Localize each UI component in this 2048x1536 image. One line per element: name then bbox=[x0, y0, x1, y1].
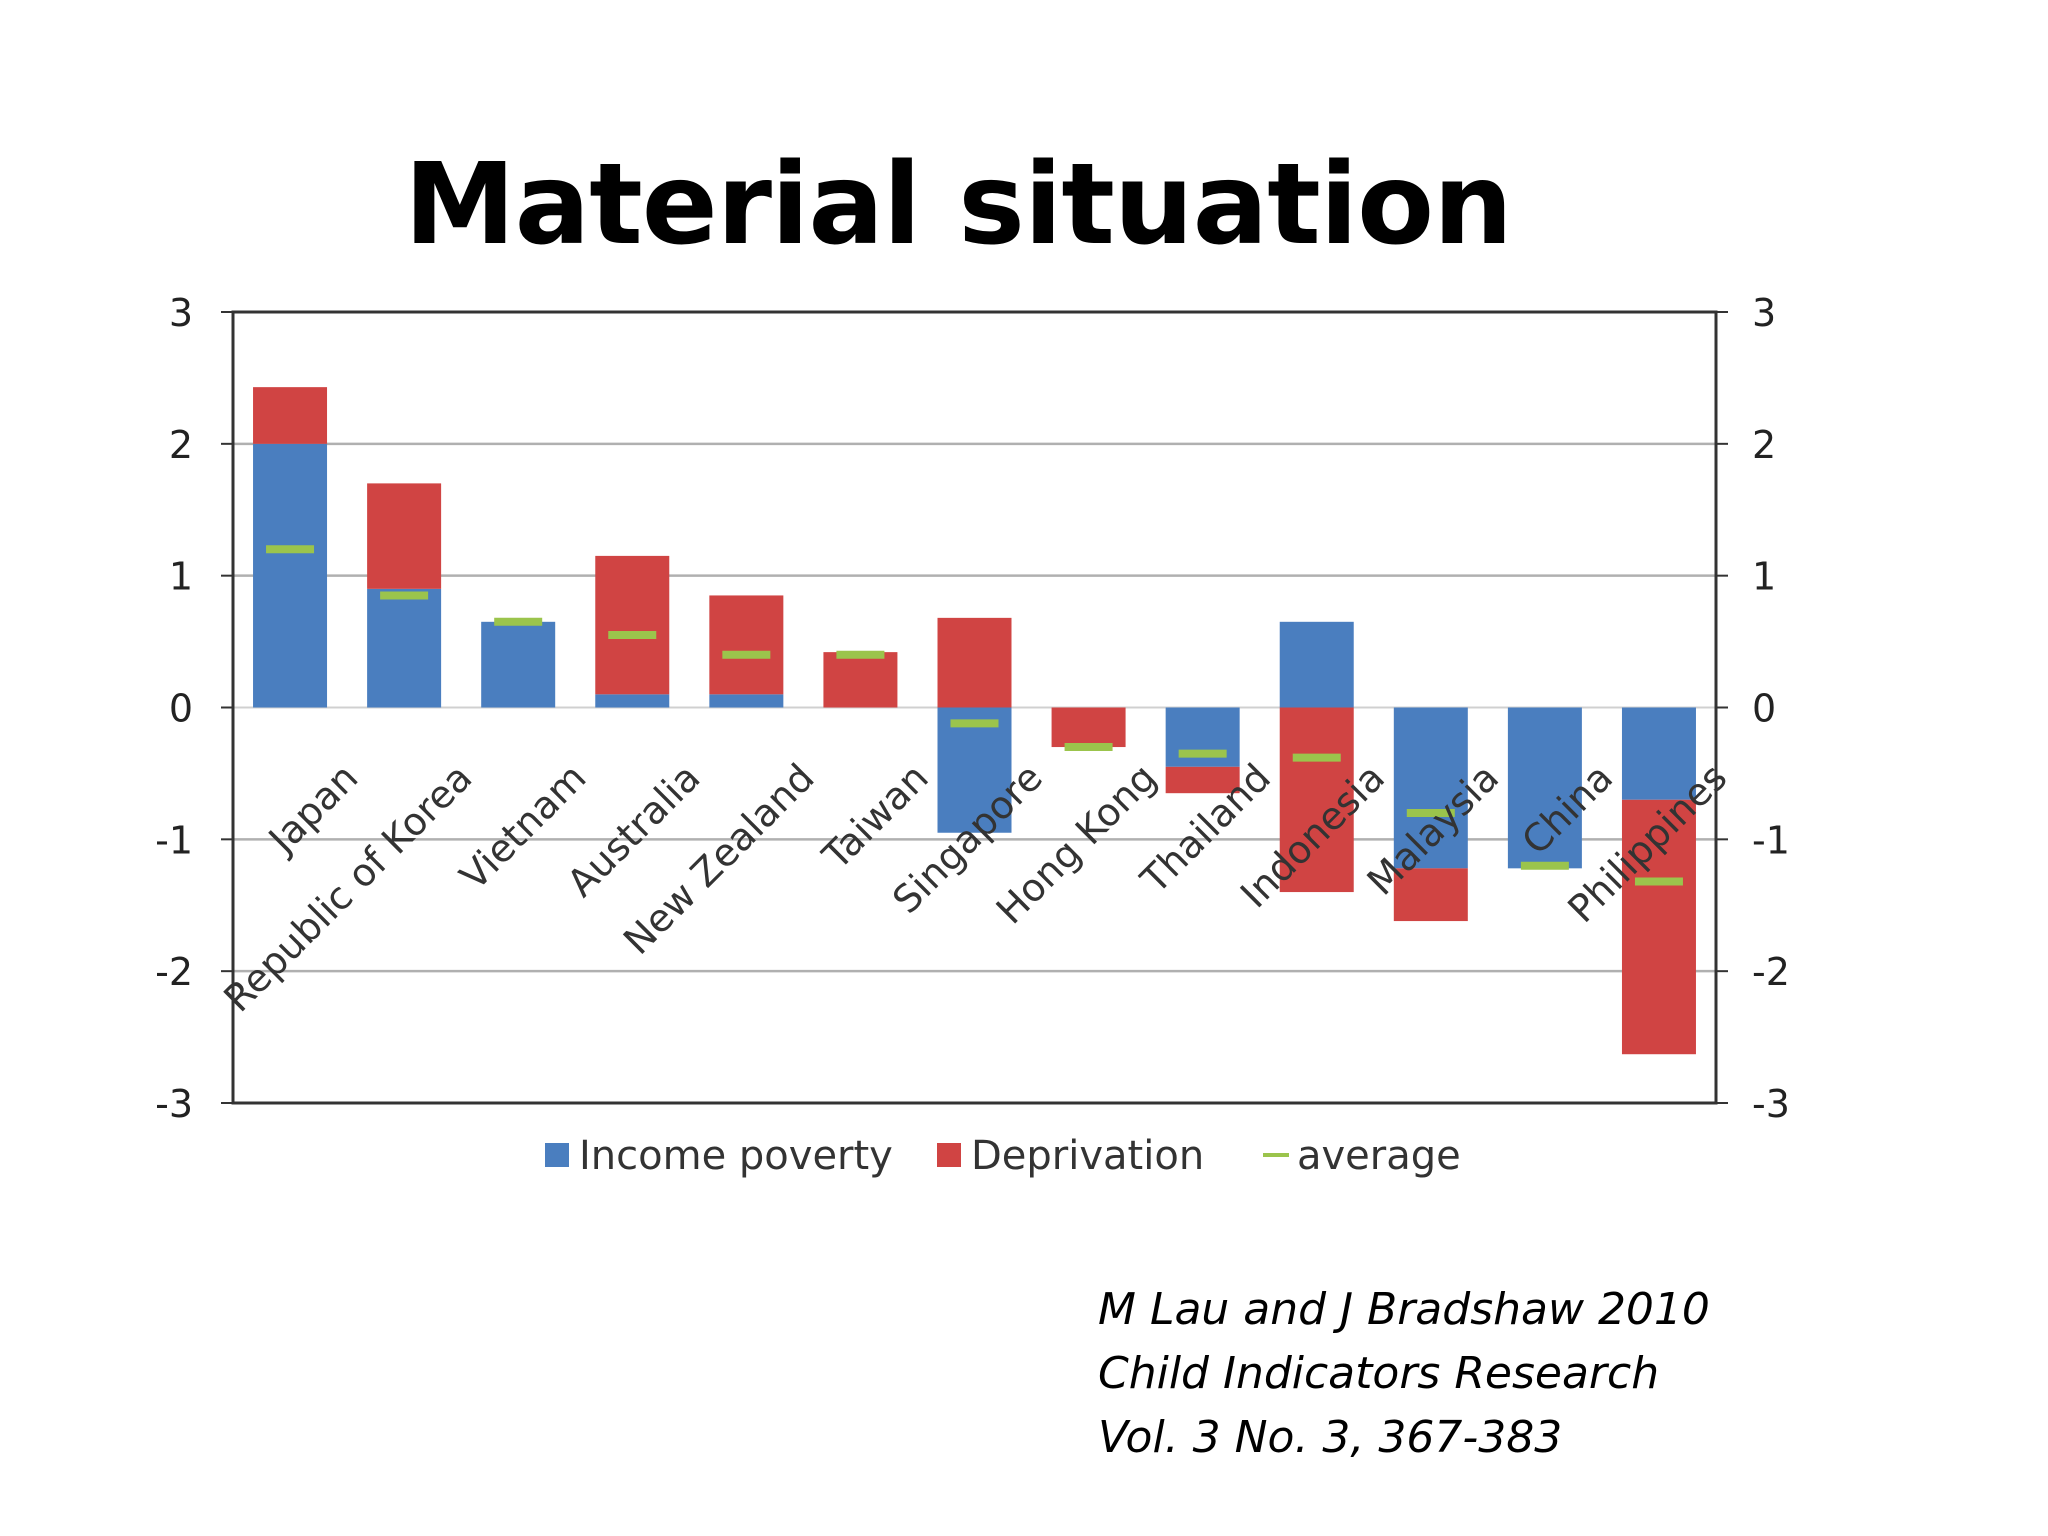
y-tick-label-left: 1 bbox=[169, 555, 193, 599]
bar-income-poverty bbox=[1279, 621, 1354, 708]
bar-income-poverty bbox=[937, 707, 1012, 833]
y-tick-label-right: 0 bbox=[1752, 687, 1776, 731]
y-tick-label-right: -1 bbox=[1752, 818, 1790, 862]
bar-deprivation bbox=[595, 555, 670, 695]
bar-income-poverty bbox=[1165, 707, 1240, 767]
bar-income-poverty bbox=[1621, 707, 1696, 800]
bar-deprivation bbox=[1279, 707, 1354, 893]
legend-swatch bbox=[937, 1143, 961, 1167]
bar-income-poverty bbox=[481, 621, 556, 708]
bar-deprivation bbox=[823, 652, 898, 708]
bar-income-poverty bbox=[367, 588, 442, 708]
y-tick-label-right: -3 bbox=[1752, 1082, 1790, 1126]
y-tick-label-right: 1 bbox=[1752, 555, 1776, 599]
bar-deprivation bbox=[253, 387, 328, 444]
bar-deprivation bbox=[937, 617, 1012, 708]
y-tick-label-left: -2 bbox=[155, 950, 193, 994]
legend-label: Income poverty bbox=[579, 1133, 893, 1179]
bar-deprivation bbox=[1621, 799, 1696, 1055]
bar-deprivation bbox=[1165, 766, 1240, 794]
y-tick-label-right: 2 bbox=[1752, 423, 1776, 467]
y-tick-label-left: -3 bbox=[155, 1082, 193, 1126]
y-tick-label-left: 2 bbox=[169, 423, 193, 467]
bar-income-poverty bbox=[1507, 707, 1582, 869]
bar-income-poverty bbox=[1393, 707, 1468, 869]
legend-label: average bbox=[1297, 1133, 1461, 1179]
y-tick-label-left: -1 bbox=[155, 818, 193, 862]
y-tick-label-right: 3 bbox=[1752, 291, 1776, 335]
y-tick-label-right: -2 bbox=[1752, 950, 1790, 994]
plot-border bbox=[231, 310, 1718, 1105]
legend-swatch bbox=[545, 1143, 569, 1167]
y-tick-label-left: 3 bbox=[169, 291, 193, 335]
slide-title: Material situation bbox=[404, 140, 1513, 270]
citation-line-2: Child Indicators Research bbox=[1098, 1348, 1660, 1399]
bar-deprivation bbox=[1393, 868, 1468, 922]
bar-deprivation bbox=[1051, 707, 1126, 748]
y-tick-label-left: 0 bbox=[169, 687, 193, 731]
bar-income-poverty bbox=[709, 694, 784, 708]
citation-line-3: Vol. 3 No. 3, 367-383 bbox=[1098, 1412, 1563, 1463]
legend-label: Deprivation bbox=[971, 1133, 1204, 1179]
bar-income-poverty bbox=[253, 443, 328, 708]
bar-income-poverty bbox=[595, 694, 670, 708]
citation-line-1: M Lau and J Bradshaw 2010 bbox=[1098, 1284, 1710, 1335]
bar-deprivation bbox=[367, 483, 442, 589]
bar-deprivation bbox=[709, 595, 784, 695]
citation: M Lau and J Bradshaw 2010 Child Indicato… bbox=[1098, 1278, 1710, 1470]
